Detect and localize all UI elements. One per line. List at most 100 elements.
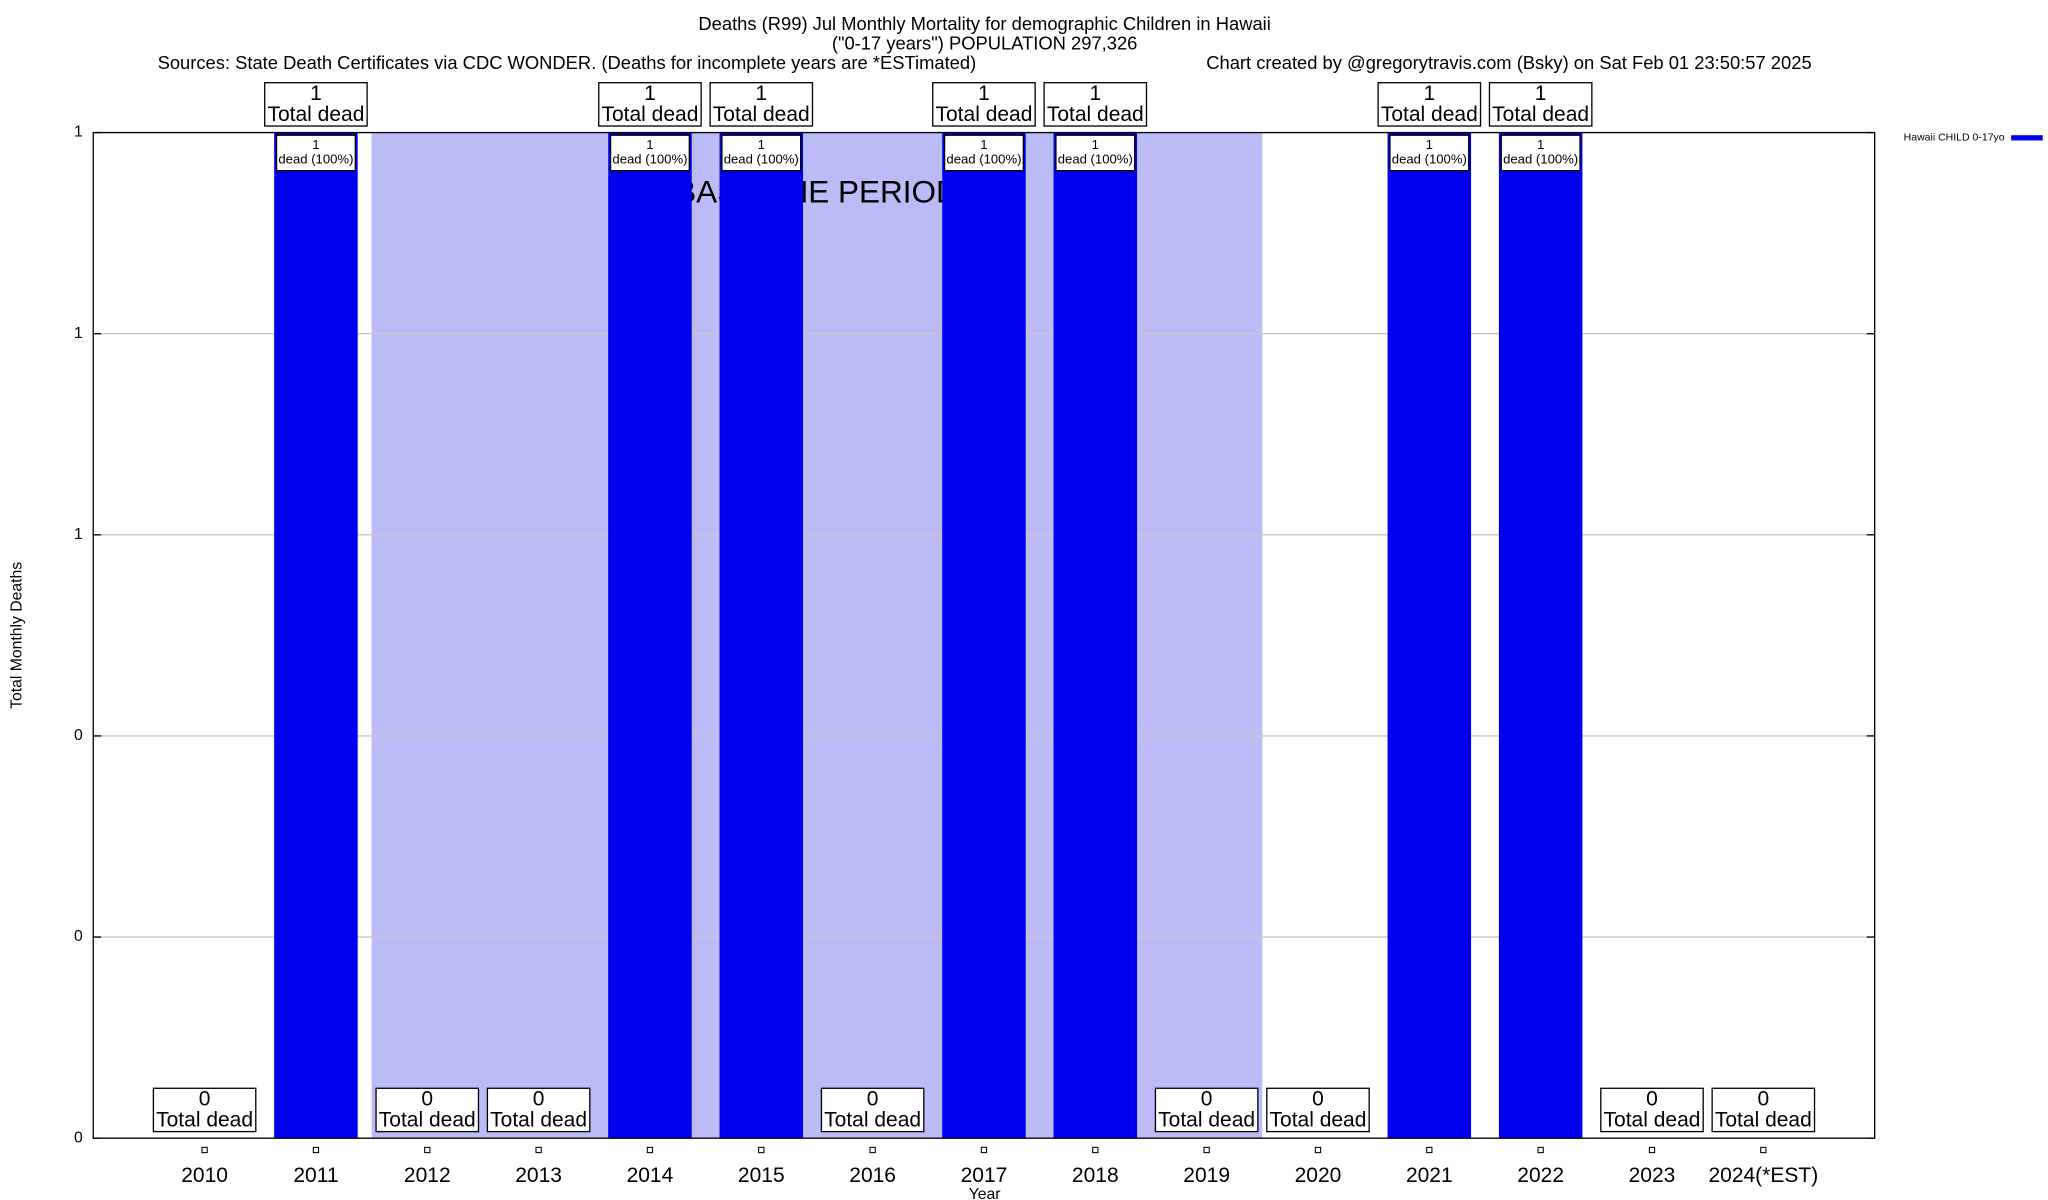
value-label: 1 [644,82,656,105]
value-label-box [598,82,702,127]
inner-label-value: 1 [646,137,653,152]
value-label-box [486,1087,591,1133]
inner-label-value: 1 [1537,137,1544,152]
value-label: 1 [1089,82,1101,105]
value-label: 1 [1423,82,1435,105]
value-label-text: Total dead [379,1109,476,1132]
value-label: 1 [1535,82,1547,105]
y-tick-label: 0 [74,727,83,744]
value-label-text: Total dead [267,103,364,126]
value-label-box [1266,1087,1370,1133]
bar [719,132,804,1139]
inner-label-value: 1 [312,137,319,152]
inner-label-text: dead (100%) [278,152,353,167]
x-tick-label: 2018 [1072,1164,1119,1187]
x-tick-marker [758,1146,765,1154]
x-tick-label: 2015 [738,1164,785,1187]
value-label-text: Total dead [1715,1109,1812,1132]
plot-frame [92,131,1876,1139]
value-label: 0 [199,1088,211,1111]
inner-label-value: 1 [758,137,765,152]
bar [1053,132,1138,1139]
inner-label-text: dead (100%) [946,152,1021,167]
value-label-box [152,1087,257,1133]
value-label-box [1488,82,1593,127]
value-label: 1 [310,82,322,105]
bar [1387,132,1472,1139]
value-label-box [1154,1087,1259,1133]
value-label-box [1711,1087,1816,1133]
x-tick-marker [201,1146,208,1154]
value-label: 0 [533,1088,545,1111]
inner-label-text: dead (100%) [724,152,799,167]
x-tick-label: 2016 [849,1164,896,1187]
value-label-box [1377,82,1482,127]
legend-swatch [2011,135,2043,141]
value-label-box [264,82,368,127]
x-tick-marker [1426,1146,1433,1154]
value-label-box [932,82,1036,127]
x-tick-marker [424,1146,431,1154]
x-tick-marker [646,1146,654,1154]
value-label-box [375,1087,480,1133]
x-tick-label: 2022 [1517,1164,1564,1187]
x-tick-marker [312,1146,320,1154]
x-tick-marker [1760,1146,1767,1154]
inner-label-value: 1 [980,137,987,152]
value-label-text: Total dead [1270,1109,1367,1132]
y-tick-label: 1 [74,325,83,342]
x-tick-label: 2024(*EST) [1708,1164,1818,1187]
value-label: 1 [978,82,990,105]
x-axis-title: Year [969,1186,1001,1200]
bar [274,132,358,1139]
legend-label: Hawaii CHILD 0-17yo [1904,132,2005,144]
y-axis-title: Total Monthly Deaths [8,562,25,709]
value-label: 0 [1312,1088,1324,1111]
value-label: 0 [1201,1088,1213,1111]
value-label: 0 [1757,1088,1769,1111]
value-label-box [1600,1087,1704,1133]
x-tick-label: 2020 [1295,1164,1342,1187]
value-label: 1 [755,82,767,105]
bar [1498,132,1583,1139]
x-tick-marker [1537,1146,1544,1154]
x-tick-label: 2019 [1183,1164,1230,1187]
x-tick-label: 2023 [1629,1164,1676,1187]
value-label: 0 [421,1088,433,1111]
chart-subtitle: Sources: State Death Certificates via CD… [158,52,977,73]
x-tick-marker [980,1146,988,1154]
value-label-text: Total dead [156,1109,253,1132]
x-tick-marker [869,1146,876,1154]
x-tick-label: 2012 [404,1164,451,1187]
value-label-text: Total dead [1158,1109,1255,1132]
value-label-text: Total dead [1381,103,1478,126]
value-label-text: Total dead [713,103,810,126]
bar [608,132,692,1139]
value-label-text: Total dead [1047,103,1144,126]
inner-label-text: dead (100%) [1392,152,1467,167]
chart-credit: Chart created by @gregorytravis.com (Bsk… [1206,52,1811,73]
inner-label-value: 1 [1426,137,1433,152]
inner-label-text: dead (100%) [612,152,687,167]
inner-label-box [1055,134,1136,172]
value-label-box [1043,82,1148,127]
inner-label-text: dead (100%) [1058,152,1133,167]
value-label-text: Total dead [601,103,698,126]
inner-label-value: 1 [1092,137,1099,152]
value-label: 0 [1646,1088,1658,1111]
x-tick-label: 2021 [1406,1164,1453,1187]
inner-label-box [1500,134,1581,172]
inner-label-box [275,134,356,172]
inner-label-box [1389,134,1470,172]
value-label: 0 [867,1088,879,1111]
bar [942,132,1026,1139]
y-tick-label: 1 [74,124,83,141]
x-tick-marker [535,1146,542,1154]
y-tick-label: 0 [74,928,83,945]
x-tick-label: 2011 [293,1164,338,1187]
baseline-label: BASELINE PERIOD [675,174,959,210]
value-label-text: Total dead [490,1109,587,1132]
x-tick-marker [1092,1146,1099,1154]
